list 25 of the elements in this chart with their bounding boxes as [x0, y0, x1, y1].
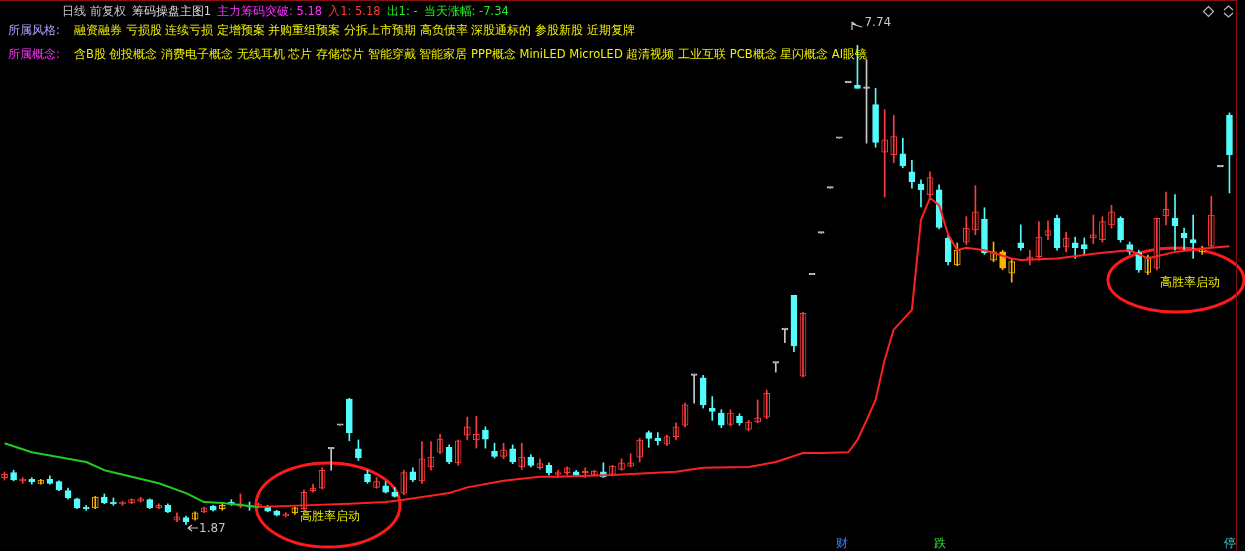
annotation: 所属概念: — [8, 47, 60, 61]
text: 入1: 5.18 — [328, 4, 381, 18]
candlestick — [690, 373, 698, 404]
text: 主力筹码突破: 5.18 — [216, 4, 323, 18]
chart-title: 日线 前复权 — [62, 4, 126, 18]
chart-subtitle: 筹码操盘主图1 — [131, 4, 211, 18]
text: 跌 — [934, 535, 946, 551]
candlestick — [82, 505, 90, 511]
candlestick — [336, 423, 344, 426]
annotation: 高胜率启动 — [1160, 274, 1220, 291]
candlestick — [327, 447, 335, 471]
text: 停 — [1224, 535, 1236, 551]
candlestick — [835, 136, 843, 139]
candlestick — [772, 361, 780, 373]
text: 出1: - — [386, 4, 418, 18]
text: 融资融券 亏损股 连续亏损 定增预案 并购重组预案 分拆上市预期 高负债率 深股通标的 参股新股 近期复牌 — [73, 23, 635, 37]
candlestick — [282, 512, 290, 518]
annotation: 高胜率启动 — [300, 508, 360, 525]
candlestick — [781, 327, 789, 343]
text: 所属风格: — [8, 23, 60, 37]
text: 当天涨幅: -7.34 — [423, 4, 509, 18]
text: 7.74 — [864, 15, 892, 29]
text: 财 — [836, 535, 848, 551]
candlestick — [845, 80, 852, 83]
annotation: 1.87 — [199, 521, 226, 535]
